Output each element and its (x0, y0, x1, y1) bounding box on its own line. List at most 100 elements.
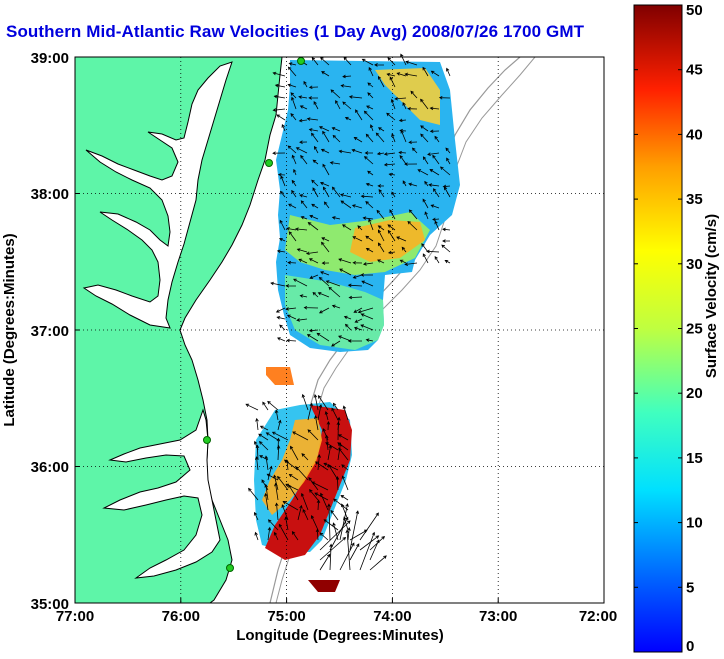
velocity-arrow (277, 419, 282, 431)
velocity-arrow (361, 280, 374, 287)
velocity-arrow (332, 402, 339, 411)
velocity-arrows (245, 53, 451, 571)
velocity-arrow (299, 140, 308, 144)
velocity-arrow (312, 159, 319, 165)
velocity-arrow (313, 393, 319, 411)
velocity-arrow (360, 273, 374, 277)
velocity-arrow (378, 189, 385, 198)
velocity-arrow (357, 307, 374, 314)
velocity-arrow (367, 92, 374, 99)
velocity-arrow (331, 127, 341, 132)
velocity-arrow (292, 431, 309, 441)
velocity-arrow (427, 152, 440, 156)
velocity-arrow (347, 339, 362, 343)
velocity-arrow (408, 209, 418, 220)
velocity-arrow (374, 63, 385, 67)
velocity-arrow (340, 84, 352, 88)
velocity-arrow (445, 147, 451, 154)
velocity-arrow (365, 182, 374, 187)
velocity-arrow (308, 128, 319, 132)
velocity-arrow (422, 253, 429, 264)
velocity-arrow (273, 94, 286, 99)
velocity-arrow (408, 140, 418, 145)
station-marker[interactable] (265, 159, 273, 167)
velocity-arrow (287, 83, 297, 88)
velocity-arrow (248, 487, 259, 501)
velocity-arrow (328, 464, 339, 481)
x-axis-label: Longitude (Degrees:Minutes) (236, 627, 444, 644)
velocity-arrow (288, 62, 297, 66)
colorbar: 0 5 10 15 20 25 30 35 40 45 50 Surface Velocity (c… (633, 2, 720, 655)
velocity-arrow (305, 251, 319, 255)
velocity-arrow (330, 89, 341, 99)
velocity-arrow (357, 225, 363, 231)
velocity-arrow (339, 193, 352, 198)
colorbar-tick-label: 25 (686, 321, 703, 338)
velocity-arrow (327, 503, 331, 541)
velocity-arrow (331, 407, 339, 421)
colorbar-ticks: 0 5 10 15 20 25 30 35 40 45 50 (634, 2, 703, 655)
velocity-arrow (276, 316, 286, 320)
velocity-arrow (259, 425, 269, 431)
velocity-arrow (314, 492, 329, 501)
velocity-arrow (411, 147, 418, 154)
velocity-arrow (339, 542, 355, 571)
velocity-arrow (338, 149, 352, 154)
velocity-arrow (276, 249, 286, 254)
velocity-arrow (279, 238, 286, 242)
velocity-arrow (349, 543, 360, 561)
velocity-arrow (277, 475, 289, 491)
velocity-arrow (280, 175, 286, 187)
velocity-arrow (288, 484, 299, 501)
velocity-arrow (299, 194, 308, 198)
velocity-arrow (369, 555, 387, 571)
velocity-arrow (297, 504, 303, 521)
velocity-arrow (360, 194, 374, 199)
velocity-arrow (286, 227, 297, 231)
velocity-arrow (314, 461, 329, 471)
velocity-arrow (351, 204, 363, 209)
velocity-arrow (265, 432, 279, 441)
velocity-arrow (273, 474, 279, 491)
velocity-arrow (352, 236, 363, 242)
velocity-arrow (429, 129, 440, 134)
velocity-arrow (309, 489, 319, 501)
x-tick-label: 75:00 (267, 608, 305, 625)
velocity-arrow (318, 276, 330, 287)
velocity-arrow (290, 113, 297, 121)
velocity-arrow (365, 248, 374, 253)
velocity-arrow (376, 209, 385, 220)
velocity-arrow (258, 433, 269, 441)
velocity-arrow (255, 456, 259, 471)
velocity-arrow (290, 445, 299, 461)
velocity-arrow (322, 428, 329, 441)
velocity-arrow (424, 211, 429, 220)
velocity-arrow (302, 508, 309, 521)
x-tick-labels: 77:00 76:00 75:00 74:00 73:00 72:00 (56, 608, 617, 625)
velocity-field-north (276, 60, 460, 352)
velocity-arrow (438, 96, 451, 100)
velocity-arrow (430, 70, 440, 77)
velocity-arrow (288, 203, 297, 209)
x-tick-label: 74:00 (373, 608, 411, 625)
velocity-arrow (331, 186, 341, 198)
velocity-arrow (329, 543, 333, 571)
y-axis-label: Latitude (Degrees:Minutes) (1, 233, 18, 426)
velocity-arrow (306, 117, 319, 121)
velocity-arrow (439, 166, 451, 176)
station-marker[interactable] (203, 436, 211, 444)
velocity-arrow (343, 315, 352, 320)
velocity-arrow (434, 220, 440, 231)
velocity-arrow (360, 324, 374, 331)
velocity-arrow (387, 229, 396, 242)
velocity-arrow (398, 150, 407, 155)
velocity-arrow (245, 403, 259, 411)
velocity-arrow (273, 531, 279, 541)
velocity-arrow (306, 334, 319, 342)
velocity-arrow (319, 520, 351, 551)
velocity-arrow (320, 271, 330, 276)
x-tick-label: 73:00 (479, 608, 517, 625)
station-marker[interactable] (297, 57, 305, 65)
velocity-arrow (386, 72, 396, 77)
station-marker[interactable] (226, 564, 234, 572)
